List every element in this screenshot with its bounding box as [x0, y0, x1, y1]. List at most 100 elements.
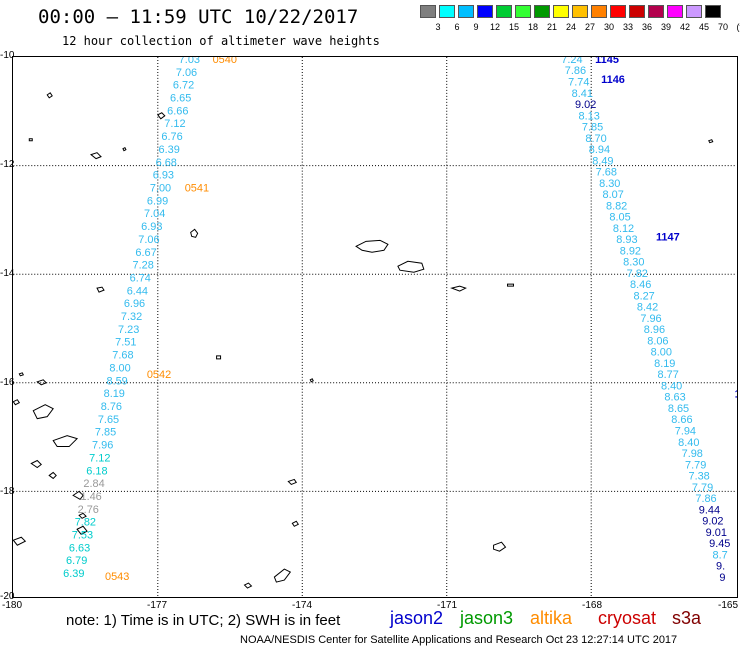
swh-value-label: 8.82: [606, 200, 627, 212]
legend-tick-label: 12: [489, 22, 500, 32]
swh-value-label: 7.23: [118, 324, 139, 336]
swh-value-label: 7.51: [115, 337, 136, 349]
graticule: [13, 57, 737, 597]
satellite-legend-jason3: jason3: [460, 608, 514, 628]
swh-value-label: 7.74: [568, 76, 589, 88]
island-small-5: [493, 541, 507, 552]
legend-tick-label: 42: [679, 22, 690, 32]
swh-value-label: 6.39: [159, 144, 180, 156]
swh-value-label: 6.66: [167, 105, 188, 117]
legend-unit: (ft): [736, 22, 740, 32]
lon-tick-label: -171: [437, 600, 458, 611]
swh-value-label: 8.42: [637, 302, 658, 314]
swh-value-label: 6.68: [156, 157, 177, 169]
legend-swatch: [515, 5, 531, 18]
swh-value-label: 2.84: [83, 478, 104, 490]
island-small-6: [216, 355, 222, 360]
swh-value-label: 8.00: [109, 362, 130, 374]
island-tonga-d: [243, 582, 253, 589]
legend-tick-label: 70: [717, 22, 728, 32]
swh-value-label: 9: [719, 572, 725, 584]
track-east-pass: 7.247.867.748.419.028.137.858.708.948.49…: [561, 56, 737, 584]
legend-tick-label: 18: [527, 22, 538, 32]
island-samoa-upolu: [355, 239, 389, 253]
island-small-2: [122, 146, 127, 152]
island-tonga-c: [273, 568, 292, 583]
swh-value-label: 6.93: [153, 170, 174, 182]
swh-value-label: 8.41: [572, 88, 593, 100]
swh-value-label: 7.12: [164, 118, 185, 130]
swh-value-label: 7.94: [675, 426, 696, 438]
island-tutuila: [450, 285, 467, 292]
swh-value-label: 6.76: [161, 131, 182, 143]
legend-swatch: [686, 5, 702, 18]
legend-tick-label: 3: [435, 22, 441, 32]
island-small-7: [309, 378, 314, 383]
lat-tick-label: -10: [0, 50, 15, 61]
island-fiji-a: [32, 404, 54, 420]
swh-value-label: 8.40: [661, 380, 682, 392]
lon-tick-label: -165: [718, 600, 739, 611]
swh-value-label: 8.06: [647, 335, 668, 347]
island-small-9: [13, 399, 21, 406]
swh-value-label: 8.46: [630, 279, 651, 291]
swh-value-label: 6.65: [170, 93, 191, 105]
legend-swatch: [439, 5, 455, 18]
island-tokelau-a: [46, 92, 53, 99]
track-west-pass: 7.037.066.726.656.667.126.766.396.686.93…: [63, 57, 237, 583]
swh-value-label: 6.44: [127, 285, 148, 297]
island-futuna: [96, 286, 105, 293]
legend-swatch: [420, 5, 436, 18]
swh-value-label: 8.07: [603, 189, 624, 201]
swh-value-label: 6.63: [69, 542, 90, 554]
swh-value-label: 7.65: [98, 414, 119, 426]
island-small-10: [18, 372, 25, 377]
swh-value-label: 7.68: [112, 350, 133, 362]
swh-value-label: 8.30: [623, 257, 644, 269]
swh-value-label: 8.30: [599, 178, 620, 190]
swh-value-label: 8.27: [633, 290, 654, 302]
swh-value-label: 7.86: [565, 65, 586, 77]
swh-value-label: 7.79: [692, 482, 713, 494]
map-area: 7.037.066.726.656.667.126.766.396.686.93…: [12, 56, 738, 598]
legend-tick-label: 45: [698, 22, 709, 32]
island-wallis: [190, 228, 199, 238]
credit-line: NOAA/NESDIS Center for Satellite Applica…: [240, 634, 678, 646]
swh-value-label: 7.24: [561, 56, 582, 66]
swh-value-label: 7.79: [685, 459, 706, 471]
swh-value-label: 8.19: [654, 358, 675, 370]
legend-swatch: [610, 5, 626, 18]
swh-value-label: 7.12: [89, 452, 110, 464]
swh-value-label: 8.76: [101, 401, 122, 413]
pass-time-label: 1146: [601, 74, 625, 86]
legend-swatch: [458, 5, 474, 18]
island-tokelau-c: [90, 152, 102, 160]
island-small-1: [507, 283, 514, 287]
swh-value-label: 6.99: [147, 195, 168, 207]
legend-swatch: [629, 5, 645, 18]
swh-value-label: 7.68: [596, 167, 617, 179]
swh-value-label: 9.45: [709, 538, 730, 550]
legend-swatch: [648, 5, 664, 18]
swh-value-label: 7.06: [176, 67, 197, 79]
pass-time-label: 0542: [147, 369, 171, 381]
swh-value-label: 7.28: [132, 260, 153, 272]
lon-tick-label: -177: [147, 600, 168, 611]
swh-value-label: 7.85: [582, 122, 603, 134]
swh-value-label: 7.04: [144, 208, 165, 220]
swh-value-label: 8.7: [713, 549, 728, 561]
swh-value-label: 6.72: [173, 80, 194, 92]
pass-time-label: 1147: [656, 231, 680, 243]
swh-value-label: 8.96: [644, 324, 665, 336]
island-tonga-a: [287, 478, 298, 486]
swh-value-label: 9.44: [699, 504, 720, 516]
lat-tick-label: -20: [0, 591, 15, 602]
island-fiji-b: [52, 435, 79, 448]
island-fiji-c: [30, 459, 42, 469]
island-lau-c: [76, 525, 88, 535]
pass-time-label: 0543: [105, 571, 129, 583]
swh-value-label: 8.40: [678, 437, 699, 449]
island-lau-a: [72, 490, 84, 501]
island-outlines: [13, 92, 714, 589]
swh-value-label: 8.93: [616, 234, 637, 246]
